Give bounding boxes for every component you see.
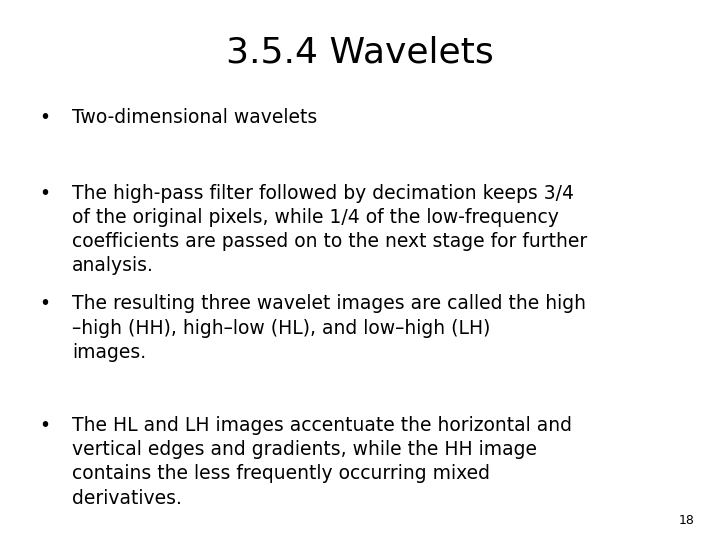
Text: •: • [40, 416, 50, 435]
Text: •: • [40, 108, 50, 127]
Text: The resulting three wavelet images are called the high
–high (HH), high–low (HL): The resulting three wavelet images are c… [72, 294, 586, 362]
Text: The high-pass filter followed by decimation keeps 3/4
of the original pixels, wh: The high-pass filter followed by decimat… [72, 184, 588, 275]
Text: The HL and LH images accentuate the horizontal and
vertical edges and gradients,: The HL and LH images accentuate the hori… [72, 416, 572, 508]
Text: 3.5.4 Wavelets: 3.5.4 Wavelets [226, 35, 494, 69]
Text: •: • [40, 184, 50, 202]
Text: 18: 18 [679, 514, 695, 526]
Text: •: • [40, 294, 50, 313]
Text: Two-dimensional wavelets: Two-dimensional wavelets [72, 108, 318, 127]
